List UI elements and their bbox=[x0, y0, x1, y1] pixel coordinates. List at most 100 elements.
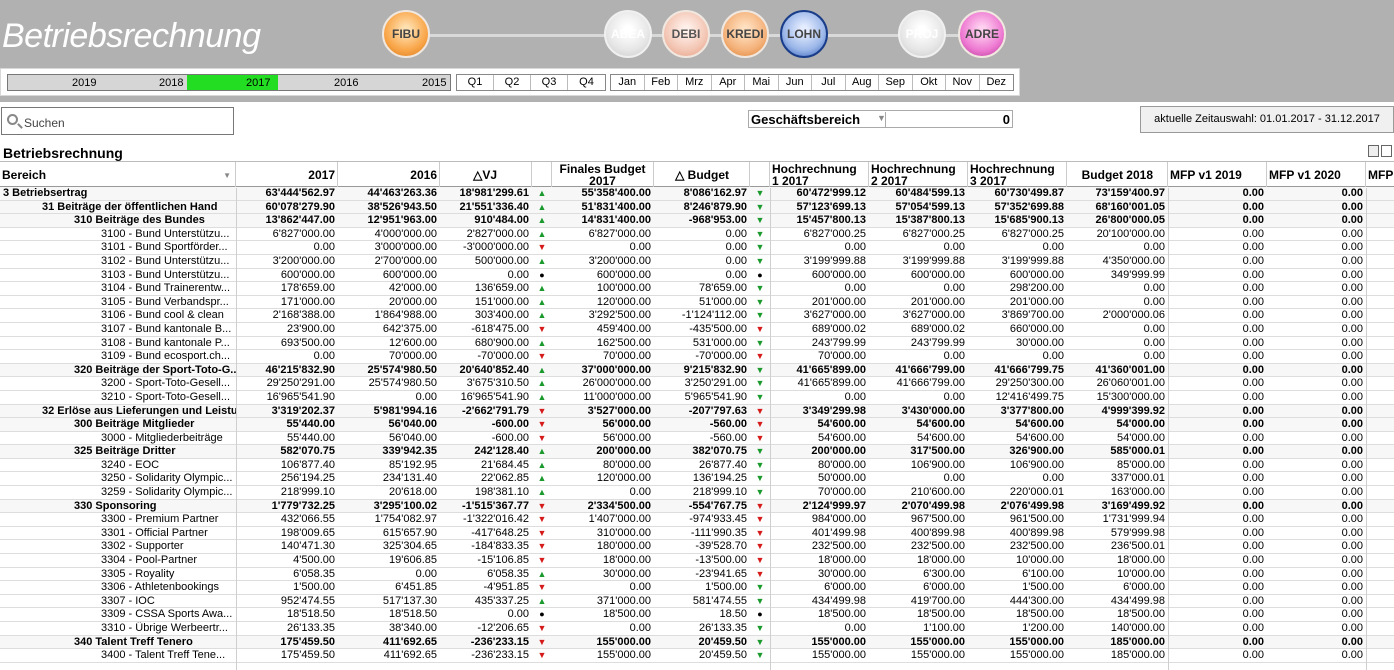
row-label[interactable]: 3109 - Bund ecosport.ch... bbox=[101, 350, 231, 363]
table-row[interactable]: 3301 - Official Partner 198'009.65 615'657… bbox=[0, 527, 1394, 541]
table-row[interactable]: 3307 - IOC 952'474.55 517'137.30 435'337.25… bbox=[0, 595, 1394, 609]
year-2018[interactable]: 2018 bbox=[159, 77, 184, 89]
table-row[interactable]: 3306 - Athletenbookings 1'500.00 6'451.85 -… bbox=[0, 581, 1394, 595]
table-row[interactable]: 3 Betriebsertrag 63'444'562.97 44'463'263.… bbox=[0, 187, 1394, 201]
table-row[interactable]: 320 Beiträge der Sport-Toto-G... 46'215'8… bbox=[0, 363, 1394, 378]
month-mai[interactable]: Mai bbox=[745, 75, 779, 90]
table-row[interactable]: 3304 - Pool-Partner 4'500.00 19'606.85 -15'… bbox=[0, 554, 1394, 568]
row-label[interactable]: 3210 - Sport-Toto-Gesell... bbox=[101, 390, 231, 403]
table-row[interactable]: 330 Sponsoring 1'779'732.25 3'295'100.02 -1… bbox=[0, 499, 1394, 514]
row-label[interactable]: 3302 - Supporter bbox=[101, 540, 184, 553]
row-label[interactable]: 320 Beiträge der Sport-Toto-G... bbox=[74, 363, 236, 376]
table-row[interactable]: 3400 - Talent Treff Tene... 175'459.50 411… bbox=[0, 649, 1394, 663]
row-label[interactable]: 3104 - Bund Trainerentw... bbox=[101, 282, 231, 295]
row-label[interactable]: 3301 - Official Partner bbox=[101, 526, 208, 539]
table-row[interactable]: 3107 - Bund kantonale B... 23'900.00 642'3… bbox=[0, 323, 1394, 337]
table-row[interactable]: 32 Erlöse aus Lieferungen und Leistu... 3… bbox=[0, 404, 1394, 419]
row-label[interactable]: 3105 - Bund Verbandspr... bbox=[101, 295, 229, 308]
month-mrz[interactable]: Mrz bbox=[678, 75, 712, 90]
module-adre-button[interactable]: ADRE bbox=[958, 10, 1006, 58]
module-abea-button[interactable]: ABEA bbox=[604, 10, 652, 58]
header-2016[interactable]: 2016 bbox=[338, 162, 440, 188]
module-debi-button[interactable]: DEBI bbox=[662, 10, 710, 58]
table-row[interactable]: 310 Beiträge des Bundes 13'862'447.00 12'9… bbox=[0, 214, 1394, 228]
header-2017[interactable]: 2017 bbox=[236, 162, 338, 188]
header-dvj[interactable]: △VJ bbox=[440, 162, 532, 188]
year-2017[interactable]: 2017 bbox=[246, 77, 271, 89]
table-row[interactable]: 3101 - Bund Sportförder... 0.00 3'000'000.… bbox=[0, 241, 1394, 255]
row-label[interactable]: 31 Beiträge der öffentlichen Hand bbox=[42, 200, 218, 213]
month-nov[interactable]: Nov bbox=[946, 75, 980, 90]
header-dbudget[interactable]: △ Budget bbox=[654, 162, 750, 188]
table-row[interactable]: 3200 - Sport-Toto-Gesell... 29'250'291.00… bbox=[0, 377, 1394, 391]
header-hochrechnung-1[interactable]: Hochrechnung 1 2017 bbox=[770, 162, 869, 188]
geschaeftsbereich-dropdown[interactable]: Geschäftsbereich ▼ 0 bbox=[748, 110, 1013, 128]
table-row[interactable]: 3104 - Bund Trainerentw... 178'659.00 42'0… bbox=[0, 282, 1394, 296]
year-slider[interactable]: 2019 2018 2017 2016 2015 bbox=[7, 74, 451, 91]
table-row[interactable]: 3210 - Sport-Toto-Gesell... 16'965'541.90… bbox=[0, 391, 1394, 405]
row-label[interactable]: 330 Sponsoring bbox=[74, 499, 157, 512]
table-row[interactable]: 3250 - Solidarity Olympic... 256'194.25 23… bbox=[0, 472, 1394, 487]
header-hochrechnung-2[interactable]: Hochrechnung 2 2017 bbox=[869, 162, 968, 188]
row-label[interactable]: 3310 - Übrige Werbeertr... bbox=[101, 622, 228, 634]
table-row[interactable]: 300 Beiträge Mitglieder 55'440.00 56'040.0… bbox=[0, 418, 1394, 432]
row-label[interactable]: 310 Beiträge des Bundes bbox=[74, 214, 205, 227]
header-mfp-2020[interactable]: MFP v1 2020 bbox=[1267, 162, 1366, 188]
row-label[interactable]: 3300 - Premium Partner bbox=[101, 513, 219, 526]
header-budget-2018[interactable]: Budget 2018 bbox=[1067, 162, 1168, 188]
table-row[interactable]: 3309 - CSSA Sports Awa... 18'518.50 18'518… bbox=[0, 608, 1394, 622]
quarter-q4[interactable]: Q4 bbox=[579, 76, 594, 88]
header-bereich[interactable]: Bereich ▼ bbox=[0, 162, 236, 188]
row-label[interactable]: 3103 - Bund Unterstützu... bbox=[101, 268, 230, 281]
month-feb[interactable]: Feb bbox=[645, 75, 678, 90]
module-proj-button[interactable]: PROJ bbox=[898, 10, 946, 58]
year-2015[interactable]: 2015 bbox=[422, 77, 447, 89]
row-label[interactable]: 3304 - Pool-Partner bbox=[101, 554, 197, 567]
quarter-q3[interactable]: Q3 bbox=[531, 75, 568, 90]
table-row[interactable]: 325 Beiträge Dritter 582'070.75 339'942.35… bbox=[0, 445, 1394, 459]
search-input[interactable]: Suchen bbox=[1, 107, 234, 135]
row-label[interactable]: 3240 - EOC bbox=[101, 458, 160, 471]
sort-icon[interactable]: ▼ bbox=[223, 170, 231, 180]
quarter-q2[interactable]: Q2 bbox=[494, 75, 531, 90]
row-label[interactable]: 3108 - Bund kantonale P... bbox=[101, 336, 230, 349]
year-2019[interactable]: 2019 bbox=[72, 77, 97, 89]
row-label[interactable]: 3250 - Solidarity Olympic... bbox=[101, 472, 233, 485]
quarter-q1[interactable]: Q1 bbox=[457, 75, 494, 90]
module-lohn-button[interactable]: LOHN bbox=[780, 10, 828, 58]
row-label[interactable]: 3306 - Athletenbookings bbox=[101, 581, 220, 594]
month-aug[interactable]: Aug bbox=[846, 75, 879, 90]
row-label[interactable]: 3101 - Bund Sportförder... bbox=[101, 241, 228, 254]
table-row[interactable]: 3105 - Bund Verbandspr... 171'000.00 20'00… bbox=[0, 296, 1394, 310]
module-fibu-button[interactable]: FIBU bbox=[382, 10, 430, 58]
table-row[interactable]: 3100 - Bund Unterstützu... 6'827'000.00 4'… bbox=[0, 228, 1394, 242]
row-label[interactable]: 3102 - Bund Unterstützu... bbox=[101, 254, 230, 267]
row-label[interactable]: 3107 - Bund kantonale B... bbox=[101, 322, 232, 335]
row-label[interactable]: 3307 - IOC bbox=[101, 594, 155, 607]
month-jul[interactable]: Jul bbox=[812, 75, 846, 90]
header-finales-budget[interactable]: Finales Budget 2017 bbox=[552, 162, 654, 188]
row-label[interactable]: 3259 - Solidarity Olympic... bbox=[101, 486, 233, 499]
table-row[interactable]: 3108 - Bund kantonale P... 693'500.00 12'6… bbox=[0, 337, 1394, 351]
month-okt[interactable]: Okt bbox=[913, 75, 946, 90]
row-label[interactable]: 340 Talent Treff Tenero bbox=[74, 635, 193, 648]
month-sep[interactable]: Sep bbox=[879, 75, 913, 90]
table-row[interactable]: 3259 - Solidarity Olympic... 218'999.10 20… bbox=[0, 486, 1394, 500]
month-dez[interactable]: Dez bbox=[986, 76, 1007, 88]
export-icon[interactable] bbox=[1381, 145, 1392, 157]
row-label[interactable]: 32 Erlöse aus Lieferungen und Leistu... bbox=[42, 404, 236, 417]
year-2016[interactable]: 2016 bbox=[334, 77, 359, 89]
table-row[interactable]: 3310 - Übrige Werbeertr... 26'133.35 38'34… bbox=[0, 622, 1394, 636]
row-label[interactable]: 300 Beiträge Mitglieder bbox=[74, 418, 195, 431]
row-label[interactable]: 3100 - Bund Unterstützu... bbox=[101, 227, 230, 240]
row-label[interactable]: 3400 - Talent Treff Tene... bbox=[101, 649, 226, 662]
table-row[interactable]: 3302 - Supporter 140'471.30 325'304.65 -184… bbox=[0, 540, 1394, 555]
table-row[interactable]: 3109 - Bund ecosport.ch... 0.00 70'000.00 -… bbox=[0, 350, 1394, 364]
header-hochrechnung-3[interactable]: Hochrechnung 3 2017 bbox=[968, 162, 1067, 188]
table-row[interactable]: 3300 - Premium Partner 432'066.55 1'754'08… bbox=[0, 513, 1394, 527]
chevron-down-icon[interactable]: ▼ bbox=[877, 113, 886, 123]
month-apr[interactable]: Apr bbox=[712, 75, 745, 90]
month-jan[interactable]: Jan bbox=[611, 75, 645, 90]
module-kredi-button[interactable]: KREDI bbox=[721, 10, 769, 58]
header-mfp[interactable]: MFP bbox=[1368, 168, 1394, 182]
